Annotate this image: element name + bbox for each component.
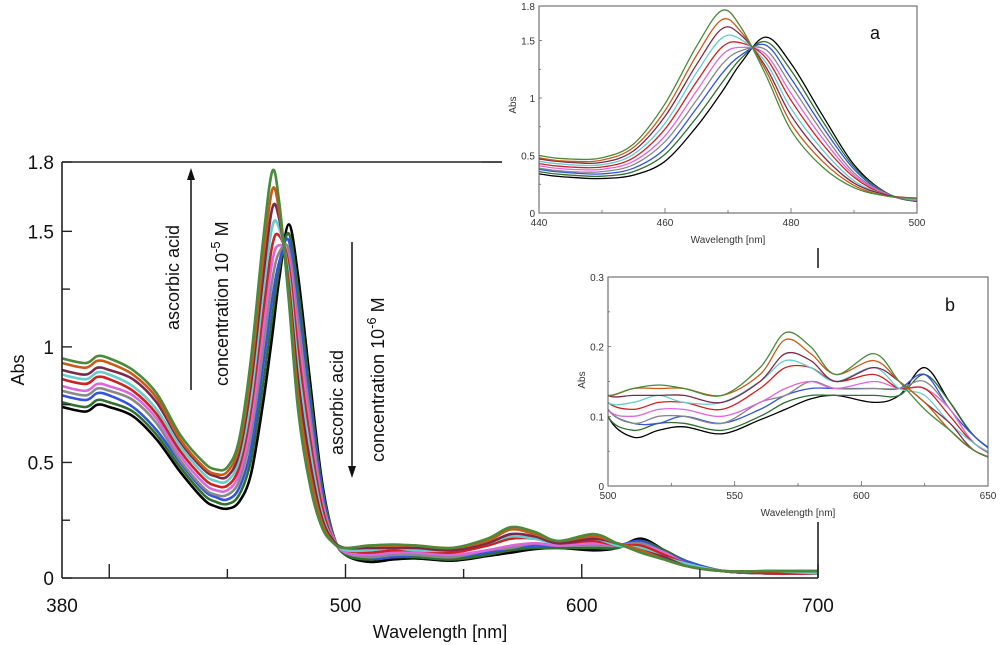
- annotation-up-line1: ascorbic acid: [163, 225, 183, 330]
- inset-b-x-axis-label: Wavelength [nm]: [761, 508, 836, 519]
- main-xtick-label: 600: [566, 596, 598, 617]
- inset-a-series-s3: [539, 46, 917, 201]
- inset-a-ytick-label: 1.5: [521, 37, 535, 48]
- inset-a-ytick-label: 0: [529, 209, 535, 220]
- main-y-axis-label: Abs: [8, 354, 28, 385]
- inset-b-xtick-label: 550: [726, 491, 743, 502]
- inset-a-series-s5: [539, 41, 917, 200]
- inset-b-xtick-label: 650: [980, 491, 997, 502]
- annotation-down-prefix: concentration 10: [368, 329, 388, 462]
- main-ytick-label: 1.5: [28, 222, 54, 243]
- main-ytick-label: 1: [43, 338, 54, 359]
- arrow-up-icon: [187, 168, 195, 180]
- inset-b-xtick-label: 500: [600, 491, 617, 502]
- inset-a-ytick-label: 1: [529, 94, 535, 105]
- inset-b-ytick-label: 0: [598, 482, 604, 493]
- main-ytick-label: 1.8: [28, 153, 54, 174]
- inset-a-xtick-label: 480: [783, 218, 800, 229]
- inset-b-ytick-label: 0.1: [590, 412, 604, 423]
- inset-b-chart: 500 550 600 650 0 0.1 0.2 0.3 Wavelength [nm] A…: [577, 273, 997, 519]
- inset-a-xtick-label: 460: [657, 218, 674, 229]
- annotation-decrease: ascorbic acid concentration 10-6 M: [327, 242, 388, 478]
- annotation-down-exponent: -6: [364, 317, 379, 329]
- inset-b-series-s7: [608, 351, 988, 458]
- annotation-increase: ascorbic acid concentration 10-5 M: [163, 168, 232, 390]
- main-xtick-label: 500: [330, 596, 362, 617]
- inset-a-ytick-label: 1.8: [521, 2, 535, 13]
- main-ticks: 380 500 600 700 0 0.5 1 1.5 1.8: [28, 153, 834, 617]
- inset-b-series-s9: [608, 331, 988, 458]
- inset-b-series-s4: [608, 380, 988, 454]
- inset-b-xtick-label: 600: [853, 491, 870, 502]
- main-ytick-label: 0: [43, 569, 54, 590]
- inset-a-series-s0: [539, 36, 917, 203]
- inset-a-y-axis-label: Abs: [508, 96, 519, 113]
- inset-a-x-axis-label: Wavelength [nm]: [691, 235, 766, 246]
- main-series-s6: [62, 219, 818, 575]
- inset-b-series-s3: [608, 380, 988, 454]
- inset-b-series-s6: [608, 359, 988, 453]
- main-xtick-label: 380: [46, 596, 78, 617]
- inset-a-xtick-label: 440: [531, 218, 548, 229]
- inset-a-series-s8: [539, 18, 917, 199]
- inset-b-y-axis-label: Abs: [577, 371, 588, 388]
- main-ytick-label: 0.5: [28, 453, 54, 474]
- inset-a-panel-label: a: [870, 23, 881, 43]
- annotation-down-line2: concentration 10-6 M: [364, 297, 388, 462]
- inset-b-series-s1: [608, 373, 988, 449]
- arrow-down-icon: [348, 466, 356, 478]
- inset-a-series-s4: [539, 46, 917, 201]
- inset-b-series-group: [608, 331, 988, 458]
- inset-a-ticks: 440 460 480 500 0 0.5 1 1.5 1.8: [521, 2, 926, 229]
- annotation-up-line2: concentration 10-5 M: [208, 221, 232, 386]
- inset-a-ytick-label: 0.5: [521, 152, 535, 163]
- main-series-group: [62, 168, 818, 575]
- annotation-down-line1: ascorbic acid: [327, 350, 347, 455]
- inset-b-ticks: 500 550 600 650 0 0.1 0.2 0.3: [590, 273, 997, 502]
- inset-a-series-s9: [539, 9, 917, 199]
- inset-b-ytick-label: 0.2: [590, 343, 604, 354]
- inset-b-panel-label: b: [945, 295, 955, 315]
- inset-a-series-s1: [539, 40, 917, 203]
- main-x-axis-label: Wavelength [nm]: [373, 622, 507, 642]
- annotation-down-unit: M: [368, 297, 388, 317]
- inset-a-series-s7: [539, 26, 917, 199]
- inset-a-xtick-label: 500: [909, 218, 926, 229]
- main-xtick-label: 700: [802, 596, 834, 617]
- inset-b-ytick-label: 0.3: [590, 273, 604, 284]
- annotation-up-prefix: concentration 10: [212, 253, 232, 386]
- main-series-s9: [62, 168, 818, 573]
- annotation-up-exponent: -5: [208, 241, 223, 253]
- inset-b-series-s5: [608, 364, 988, 453]
- annotation-up-unit: M: [212, 221, 232, 241]
- inset-a-series-s2: [539, 43, 917, 201]
- inset-a-series-s6: [539, 34, 917, 200]
- inset-a-series-group: [539, 9, 917, 203]
